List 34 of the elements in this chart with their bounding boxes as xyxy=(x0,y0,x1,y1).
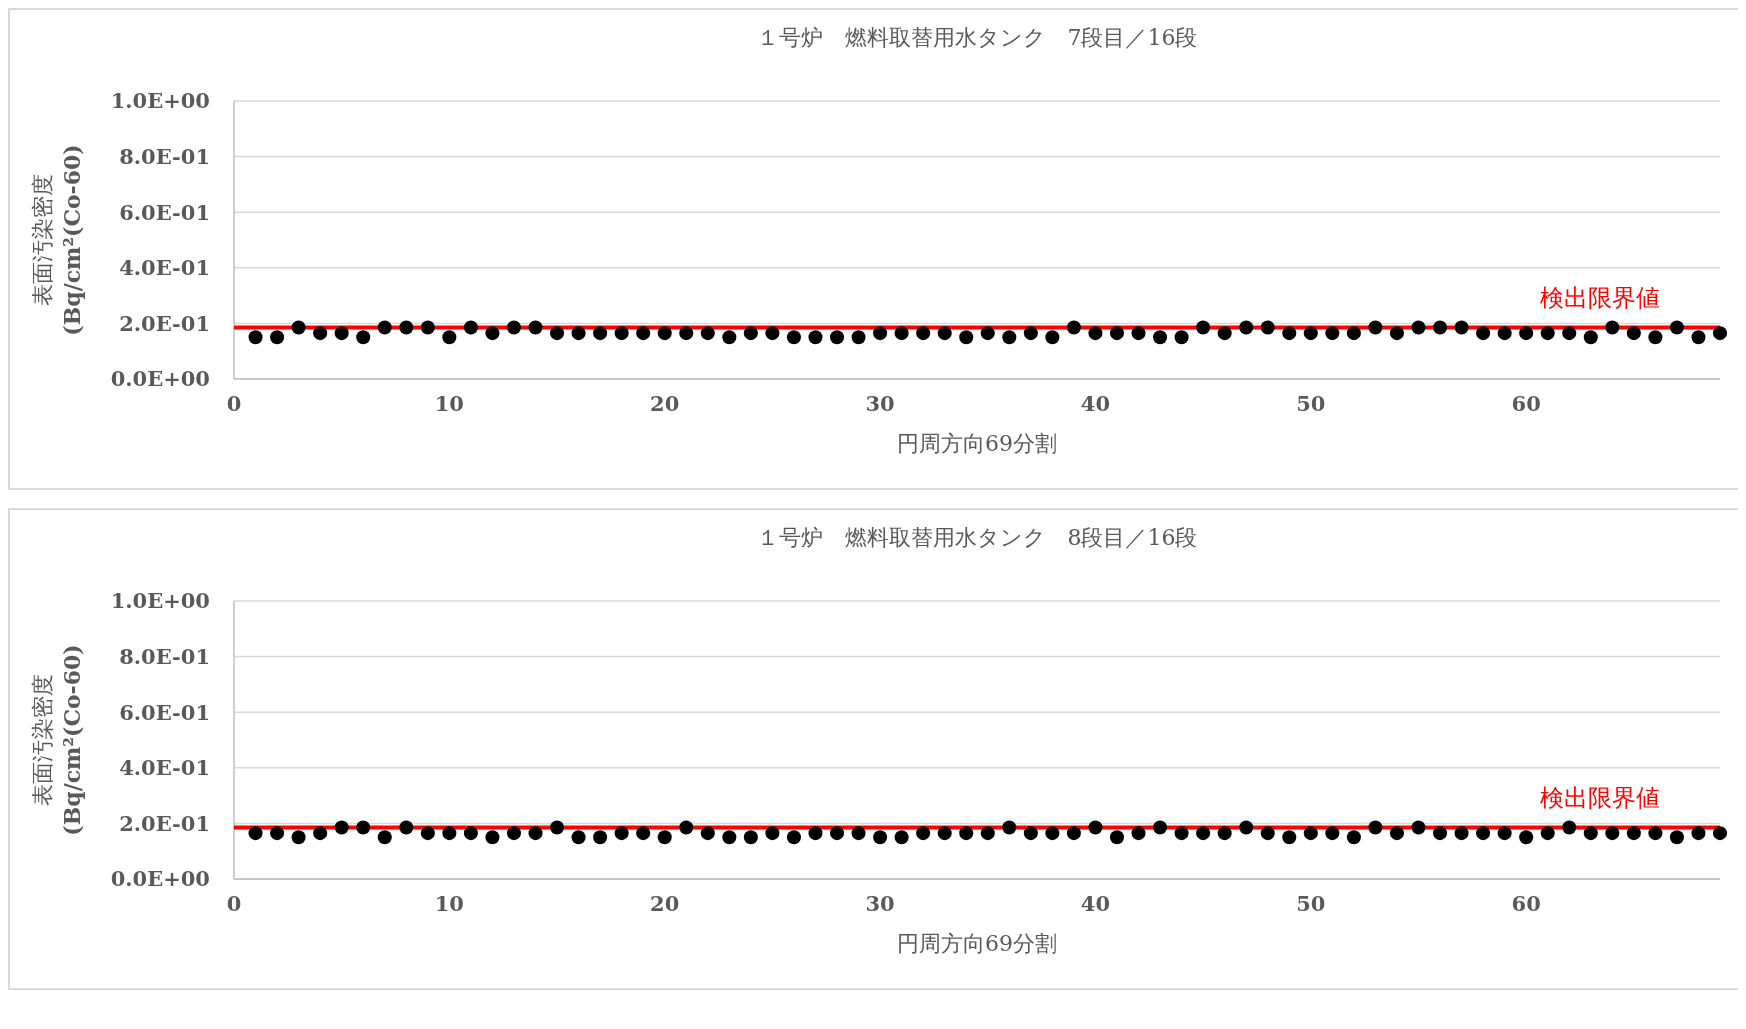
x-tick-label: 10 xyxy=(434,891,464,916)
y-tick-label: 0.0E+00 xyxy=(110,866,210,892)
x-tick-label: 20 xyxy=(650,891,680,916)
y-tick-label: 2.0E-01 xyxy=(119,810,210,836)
x-tick-label: 0 xyxy=(226,891,242,916)
ref-line-label: 検出限界値 xyxy=(1540,283,1660,312)
y-axis-title: 表面汚染密度 (Bq/cm²(Co-60) xyxy=(30,144,85,336)
x-tick-label: 40 xyxy=(1080,891,1111,916)
y-tick-label: 8.0E-01 xyxy=(119,643,210,669)
x-tick-label: 60 xyxy=(1511,391,1541,416)
x-tick-label: 20 xyxy=(650,391,680,416)
y-tick-label: 1.0E+00 xyxy=(110,588,210,614)
y-tick-label: 1.0E+00 xyxy=(110,88,210,114)
y-tick-label: 6.0E-01 xyxy=(119,199,210,225)
x-tick-label: 0 xyxy=(226,391,242,416)
x-tick-label: 40 xyxy=(1080,391,1111,416)
x-axis-title: 円周方向69分割 xyxy=(897,931,1057,956)
x-tick-label: 10 xyxy=(434,391,464,416)
x-tick-label: 50 xyxy=(1296,891,1326,916)
x-axis-title: 円周方向69分割 xyxy=(897,431,1057,456)
y-tick-label: 8.0E-01 xyxy=(119,143,210,169)
x-tick-label: 30 xyxy=(865,391,895,416)
chart-title: １号炉 燃料取替用水タンク 8段目／16段 xyxy=(756,525,1198,550)
x-tick-label: 60 xyxy=(1511,891,1541,916)
x-tick-label: 30 xyxy=(865,891,895,916)
y-tick-label: 4.0E-01 xyxy=(119,755,210,781)
chart-title: １号炉 燃料取替用水タンク 7段目／16段 xyxy=(756,25,1198,50)
ref-line-label: 検出限界値 xyxy=(1540,783,1660,812)
y-tick-label: 6.0E-01 xyxy=(119,699,210,725)
x-tick-label: 50 xyxy=(1296,391,1326,416)
y-tick-label: 4.0E-01 xyxy=(119,255,210,281)
y-tick-label: 0.0E+00 xyxy=(110,366,210,392)
y-tick-label: 2.0E-01 xyxy=(119,310,210,336)
y-axis-title: 表面汚染密度 (Bq/cm²(Co-60) xyxy=(30,644,85,836)
